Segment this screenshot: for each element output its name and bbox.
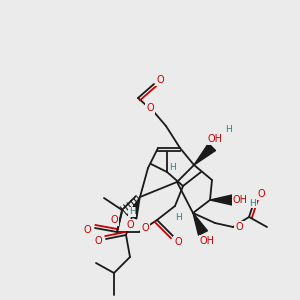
Polygon shape xyxy=(128,197,140,219)
Text: O: O xyxy=(257,189,265,199)
Text: OH: OH xyxy=(200,236,214,246)
Text: O: O xyxy=(156,75,164,85)
Text: O: O xyxy=(110,215,118,225)
Text: O: O xyxy=(94,236,102,246)
Text: O: O xyxy=(146,103,154,113)
Text: H: H xyxy=(250,199,256,208)
Polygon shape xyxy=(210,195,232,205)
Text: H: H xyxy=(176,214,182,223)
Text: H: H xyxy=(225,124,231,134)
Text: OH: OH xyxy=(208,134,223,144)
Text: O: O xyxy=(235,222,243,232)
Text: H: H xyxy=(169,164,176,172)
Text: OH: OH xyxy=(232,195,247,205)
Text: H: H xyxy=(129,208,135,217)
Text: O: O xyxy=(174,237,182,247)
Text: O: O xyxy=(126,220,134,230)
Text: O: O xyxy=(83,225,91,235)
Polygon shape xyxy=(194,143,215,165)
Text: O: O xyxy=(141,223,149,233)
Polygon shape xyxy=(193,213,208,235)
